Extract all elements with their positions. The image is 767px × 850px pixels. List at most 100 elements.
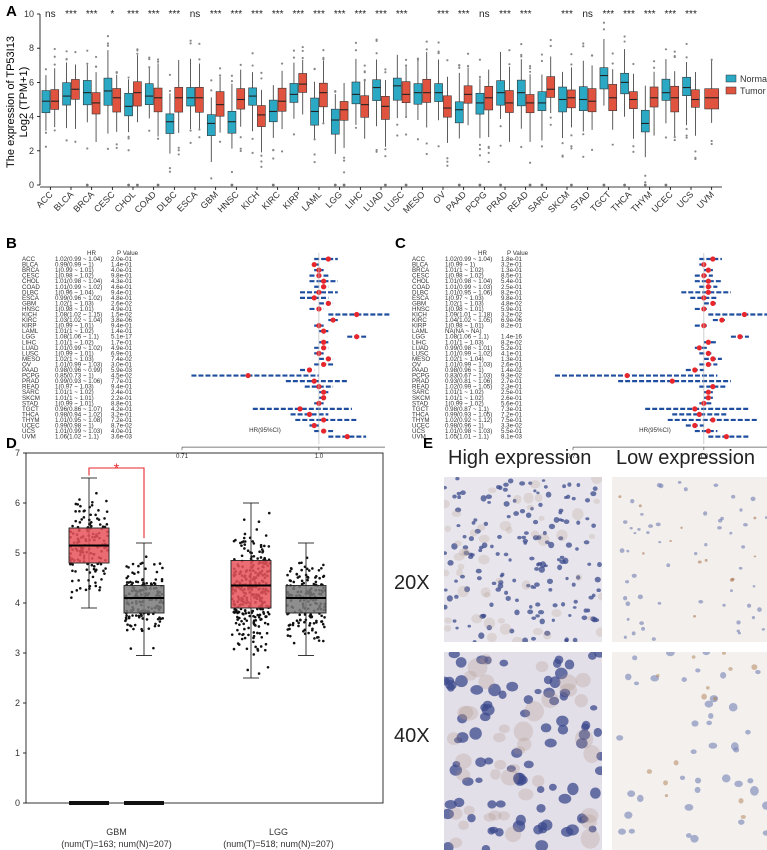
panel-b-xlabel: HR(95%CI) [249, 427, 281, 434]
nucleus [641, 626, 646, 631]
nucleus [650, 675, 660, 682]
outlier-point [520, 53, 523, 57]
nucleus [499, 574, 504, 578]
data-point [291, 623, 295, 627]
nucleus [444, 842, 454, 850]
forest-row-pvalue: 7.4e-02 [111, 356, 133, 363]
y-tick-label: 2 [29, 146, 34, 156]
significance-label: *** [313, 9, 325, 20]
outlier-point [198, 136, 201, 139]
data-point [125, 565, 128, 568]
nucleus [590, 491, 597, 497]
outlier-point [652, 60, 656, 63]
forest-row-hr: 1(0.99 ~ 1.01) [55, 267, 94, 274]
nucleus [669, 540, 673, 542]
outlier-point [396, 134, 399, 137]
data-point [263, 621, 267, 625]
nucleus [485, 494, 492, 500]
forest-row-pvalue: 7.2e-01 [111, 417, 133, 424]
forest-hr-point [741, 311, 748, 318]
data-point [79, 504, 82, 508]
panel-b-header-p: P Value [117, 250, 139, 257]
significance-bracket [88, 467, 145, 538]
nucleus [697, 560, 702, 564]
nucleus [539, 618, 545, 625]
data-point [133, 623, 137, 627]
outlier-point [44, 131, 48, 134]
nucleus [535, 840, 549, 850]
significance-label: *** [251, 9, 263, 20]
outlier-point [239, 136, 242, 139]
nucleus [750, 786, 759, 796]
nucleus [467, 813, 476, 823]
forest-row-cancer: CESC [22, 273, 40, 280]
data-point [243, 636, 247, 640]
nucleus [629, 527, 633, 530]
data-point [297, 621, 300, 625]
outlier-point [106, 34, 110, 38]
outlier-point [685, 134, 688, 137]
outlier-point [239, 147, 242, 150]
forest-row-cancer: KIRP [412, 323, 426, 330]
outlier-point [478, 148, 482, 151]
nucleus [452, 494, 457, 499]
outlier-point [342, 171, 346, 174]
outlier-point [106, 42, 110, 45]
forest-hr-point [705, 389, 711, 395]
outlier-point [384, 68, 387, 71]
nucleus [484, 656, 492, 665]
nucleus [642, 552, 645, 555]
nucleus [656, 673, 660, 678]
nucleus [478, 632, 485, 639]
forest-row-pvalue: 2.5e-01 [501, 389, 523, 396]
nucleus [751, 664, 758, 670]
nucleus [499, 623, 512, 635]
outlier-point [168, 73, 172, 76]
outlier-point [590, 148, 594, 152]
outlier-point [375, 150, 378, 153]
significance-label: *** [375, 9, 387, 20]
tumor-box [257, 105, 266, 127]
data-point [259, 556, 263, 559]
outlier-point [280, 150, 284, 153]
outlier-point [260, 71, 263, 74]
data-point [84, 588, 88, 592]
data-point [314, 580, 318, 584]
nucleus [480, 654, 492, 666]
outlier-point [342, 183, 346, 187]
nucleus [733, 747, 740, 753]
nucleus [471, 520, 476, 525]
x-tick-label: THYM [629, 189, 654, 214]
outlier-point [685, 56, 688, 59]
nucleus [462, 534, 467, 539]
panel-c-xlabel: HR(95%CI) [639, 427, 671, 434]
nucleus [746, 603, 752, 608]
nucleus [512, 578, 517, 583]
outlier-point [251, 64, 254, 67]
normal-box [578, 86, 588, 111]
outlier-point [168, 170, 172, 173]
outlier-point [590, 54, 594, 57]
ihc-low-20x-image [612, 477, 767, 642]
nucleus [738, 798, 744, 804]
data-point [153, 563, 156, 566]
data-point [238, 632, 241, 636]
forest-row-pvalue: 4.3e-01 [111, 278, 133, 285]
outlier-point [230, 74, 234, 77]
outlier-point [570, 63, 573, 66]
data-point [247, 626, 250, 630]
data-point [314, 631, 318, 634]
outlier-point [508, 49, 511, 52]
nucleus [704, 558, 708, 562]
forest-row-hr: 1.01(0.99 ~ 1.02) [55, 284, 102, 291]
forest-row-hr: 1(0.99 ~ 1.01) [55, 400, 94, 407]
nucleus [464, 670, 477, 681]
outlier-point [86, 62, 89, 65]
nucleus [566, 494, 571, 499]
data-point [92, 565, 96, 568]
forest-hr-point [705, 395, 711, 401]
forest-hr-point [723, 434, 729, 440]
forest-row-hr: 1.02(1 ~ 1.03) [55, 356, 94, 363]
forest-hr-point [710, 417, 716, 423]
outlier-point [354, 126, 358, 129]
